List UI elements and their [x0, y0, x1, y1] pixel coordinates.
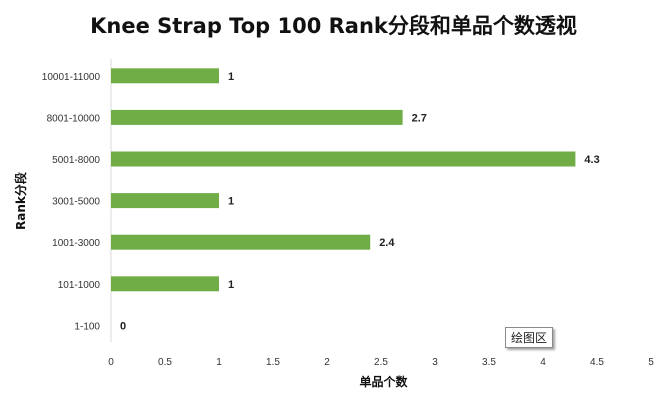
x-tick-label: 4.5 [590, 357, 604, 368]
x-tick-label: 5 [648, 357, 654, 368]
x-tick-label: 4 [540, 357, 546, 368]
x-tick-label: 1.5 [266, 357, 280, 368]
x-tick-label: 0.5 [158, 357, 172, 368]
data-label: 1 [228, 196, 234, 208]
x-tick-label: 2 [324, 357, 330, 368]
data-label: 4.3 [584, 154, 599, 166]
y-tick-label: 5001-8000 [52, 155, 100, 166]
data-label: 1 [228, 279, 234, 291]
y-tick-label: 1001-3000 [52, 238, 100, 249]
x-tick-label: 2.5 [374, 357, 388, 368]
y-tick-label: 8001-10000 [47, 113, 101, 124]
x-tick-label: 1 [216, 357, 222, 368]
bar [111, 109, 403, 125]
bar [111, 68, 219, 84]
data-label: 2.4 [379, 237, 395, 249]
y-tick-label: 10001-11000 [42, 72, 101, 83]
x-tick-label: 3.5 [482, 357, 496, 368]
y-tick-label: 1-100 [74, 321, 100, 332]
data-label: 2.7 [412, 112, 427, 124]
bar [111, 193, 219, 209]
x-tick-label: 0 [108, 357, 114, 368]
plot-area-tooltip: 绘图区 [505, 327, 554, 348]
x-tick-label: 3 [432, 357, 438, 368]
x-axis-title: 单品个数 [359, 375, 408, 389]
bar [111, 234, 371, 250]
chart-title: Knee Strap Top 100 Rank分段和单品个数透视 [90, 14, 577, 38]
bar [111, 151, 576, 167]
data-label: 0 [120, 320, 126, 332]
y-tick-label: 101-1000 [58, 280, 101, 291]
data-label: 1 [228, 71, 234, 83]
bar [111, 276, 219, 292]
y-tick-label: 3001-5000 [52, 197, 100, 208]
